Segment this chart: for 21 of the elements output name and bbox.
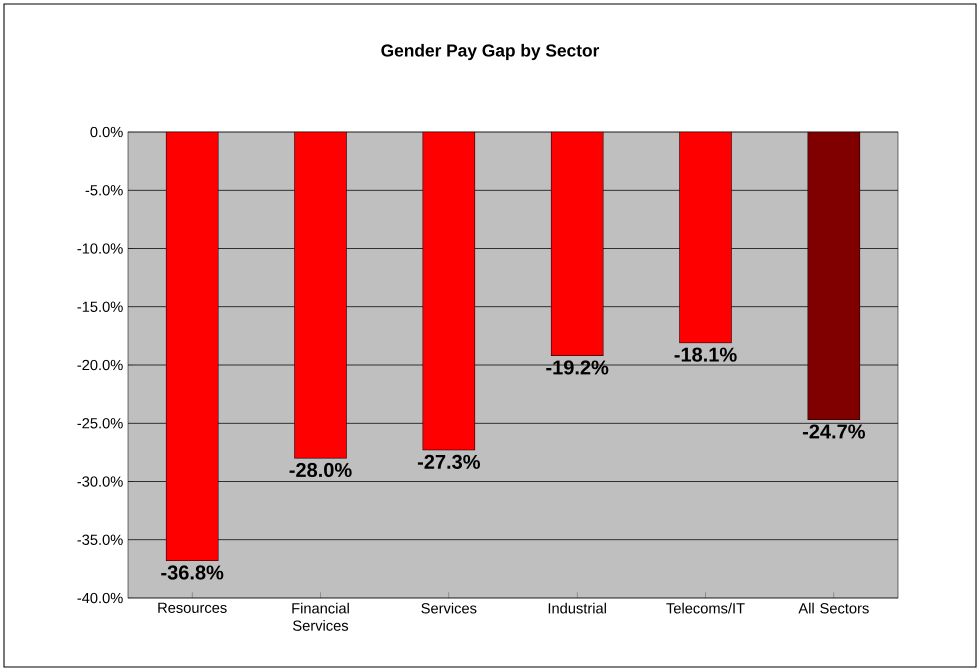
data-label: -24.7% <box>802 424 865 439</box>
y-tick-label: 0.0% <box>90 126 123 138</box>
chart-title: Gender Pay Gap by Sector <box>381 44 600 60</box>
y-tick-label: -15.0% <box>77 302 123 312</box>
x-tick-label: Services <box>421 602 476 614</box>
y-tick-label: -35.0% <box>77 534 123 545</box>
data-label: -28.0% <box>290 462 352 478</box>
y-tick-label: -30.0% <box>77 476 123 487</box>
x-tick-label: Industrial <box>548 602 606 614</box>
y-tick-label: -10.0% <box>77 243 123 254</box>
y-tick-label: -20.0% <box>77 360 123 370</box>
x-tick-label: Financial Services <box>292 602 349 631</box>
x-tick-label: All Sectors <box>798 602 869 614</box>
y-tick-label: -25.0% <box>77 418 123 428</box>
x-tick-label: Resources <box>158 602 227 613</box>
y-tick-label: -5.0% <box>86 185 123 196</box>
data-label: -27.3% <box>418 454 480 469</box>
data-label: -36.8% <box>161 565 224 580</box>
data-label: -18.1% <box>674 348 737 362</box>
y-tick-label: -40.0% <box>77 592 123 604</box>
x-tick-label: Telecoms/IT <box>666 602 745 614</box>
